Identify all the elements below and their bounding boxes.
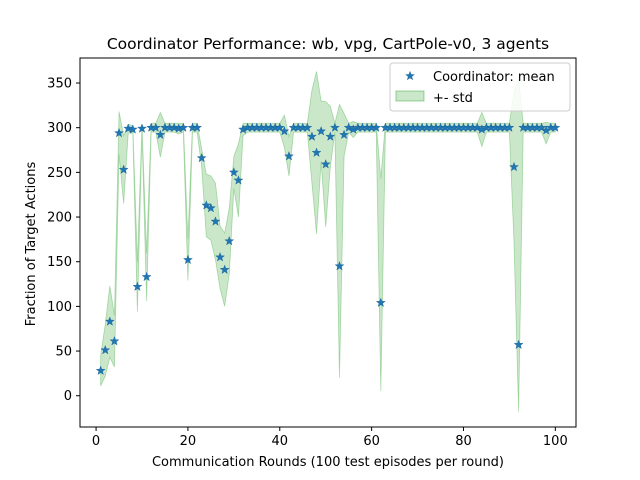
legend-star-icon: [405, 70, 415, 81]
mean-point: [215, 252, 226, 262]
plot-area: [80, 58, 576, 427]
mean-point: [114, 127, 124, 138]
legend-std-swatch: [395, 90, 425, 102]
x-tick-label: 100: [543, 434, 568, 449]
legend-mean-label: Coordinator: mean: [433, 70, 555, 85]
y-tick-label: 0: [64, 389, 72, 404]
mean-point: [329, 122, 340, 132]
mean-point: [233, 175, 244, 185]
mean-point: [371, 122, 382, 132]
mean-point: [95, 365, 106, 375]
mean-point: [228, 167, 239, 177]
y-tick-label: 250: [47, 166, 72, 181]
mean-point: [155, 129, 166, 140]
x-tick-label: 40: [272, 434, 289, 449]
mean-point: [201, 200, 212, 210]
mean-point: [127, 124, 138, 134]
mean-point: [302, 122, 313, 132]
mean-point: [334, 260, 345, 271]
y-axis-label: Fraction of Target Actions: [24, 162, 39, 327]
plot-background: [80, 58, 576, 427]
x-axis-label: Communication Rounds (100 test episodes …: [152, 455, 504, 470]
mean-point: [219, 264, 230, 274]
legend-mean-swatch: [405, 70, 415, 81]
mean-point: [210, 216, 221, 226]
mean-point: [182, 254, 193, 265]
mean-point: [205, 202, 216, 213]
mean-point: [196, 152, 207, 163]
mean-point: [311, 147, 322, 157]
mean-point: [224, 235, 235, 246]
mean-point: [141, 271, 152, 282]
x-tick-label: 20: [180, 434, 197, 449]
mean-point: [375, 297, 386, 308]
mean-point: [118, 164, 129, 174]
y-tick-label: 150: [47, 255, 72, 270]
legend: Coordinator: mean +- std: [389, 62, 571, 112]
mean-point: [509, 161, 519, 172]
mean-point: [100, 344, 111, 355]
mean-point: [339, 129, 350, 140]
mean-point: [472, 122, 483, 132]
y-tick-label: 200: [47, 211, 72, 226]
axes-frame: [79, 57, 577, 428]
chart-title: Coordinator Performance: wb, vpg, CartPo…: [107, 35, 549, 53]
mean-point: [284, 151, 294, 161]
mean-point: [279, 126, 290, 136]
y-tick-label: 50: [55, 345, 72, 360]
mean-point: [109, 336, 120, 346]
mean-point: [513, 339, 524, 349]
mean-point: [274, 122, 285, 132]
mean-point: [343, 122, 354, 132]
mean-point: [150, 122, 161, 132]
mean-point: [316, 126, 327, 136]
mean-point: [550, 122, 561, 132]
mean-point: [137, 123, 147, 133]
x-tick-label: 80: [455, 434, 472, 449]
axes: 0 20 40 60 80 100 0 50 100 150 200 250 300 350: [47, 57, 577, 449]
y-tick-label: 100: [47, 300, 72, 315]
legend-std-label: +- std: [433, 91, 473, 106]
mean-point: [178, 122, 189, 132]
mean-point: [320, 159, 331, 169]
mean-point: [169, 122, 180, 132]
mean-point: [325, 131, 336, 141]
mean-point: [306, 131, 317, 141]
mean-point: [192, 122, 203, 132]
legend-frame: [389, 62, 571, 112]
mean-marker-layer: [95, 122, 561, 375]
mean-point: [132, 281, 143, 291]
mean-point: [504, 122, 515, 132]
mean-point: [104, 316, 115, 326]
y-tick-label: 350: [47, 77, 72, 92]
x-tick-label: 60: [363, 434, 380, 449]
x-tick-label: 0: [92, 434, 100, 449]
y-tick-label: 300: [47, 121, 72, 136]
mean-point: [536, 122, 547, 132]
